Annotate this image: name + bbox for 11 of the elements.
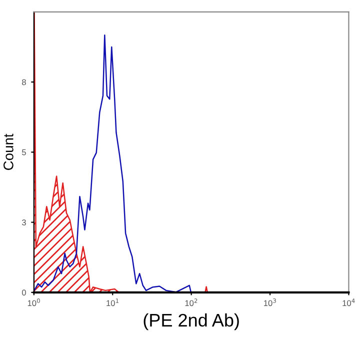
y-axis-title: Count bbox=[4, 134, 14, 170]
x-tick-label: 10$^{2}$ bbox=[185, 298, 198, 306]
x-axis-title: (PE 2nd Ab) bbox=[144, 313, 239, 330]
y-tick-label: 8 bbox=[22, 79, 26, 86]
x-tick-label: 10$^{0}$ bbox=[28, 298, 40, 306]
y-tick-label: 5 bbox=[22, 149, 26, 156]
y-tick-label: 3 bbox=[22, 219, 26, 226]
y-tick-label: 0 bbox=[22, 290, 26, 296]
x-tick-label: 10$^{4}$ bbox=[342, 298, 355, 306]
x-tick-label: 10$^{1}$ bbox=[106, 298, 118, 306]
x-tick-label: 10$^{3}$ bbox=[264, 298, 276, 306]
